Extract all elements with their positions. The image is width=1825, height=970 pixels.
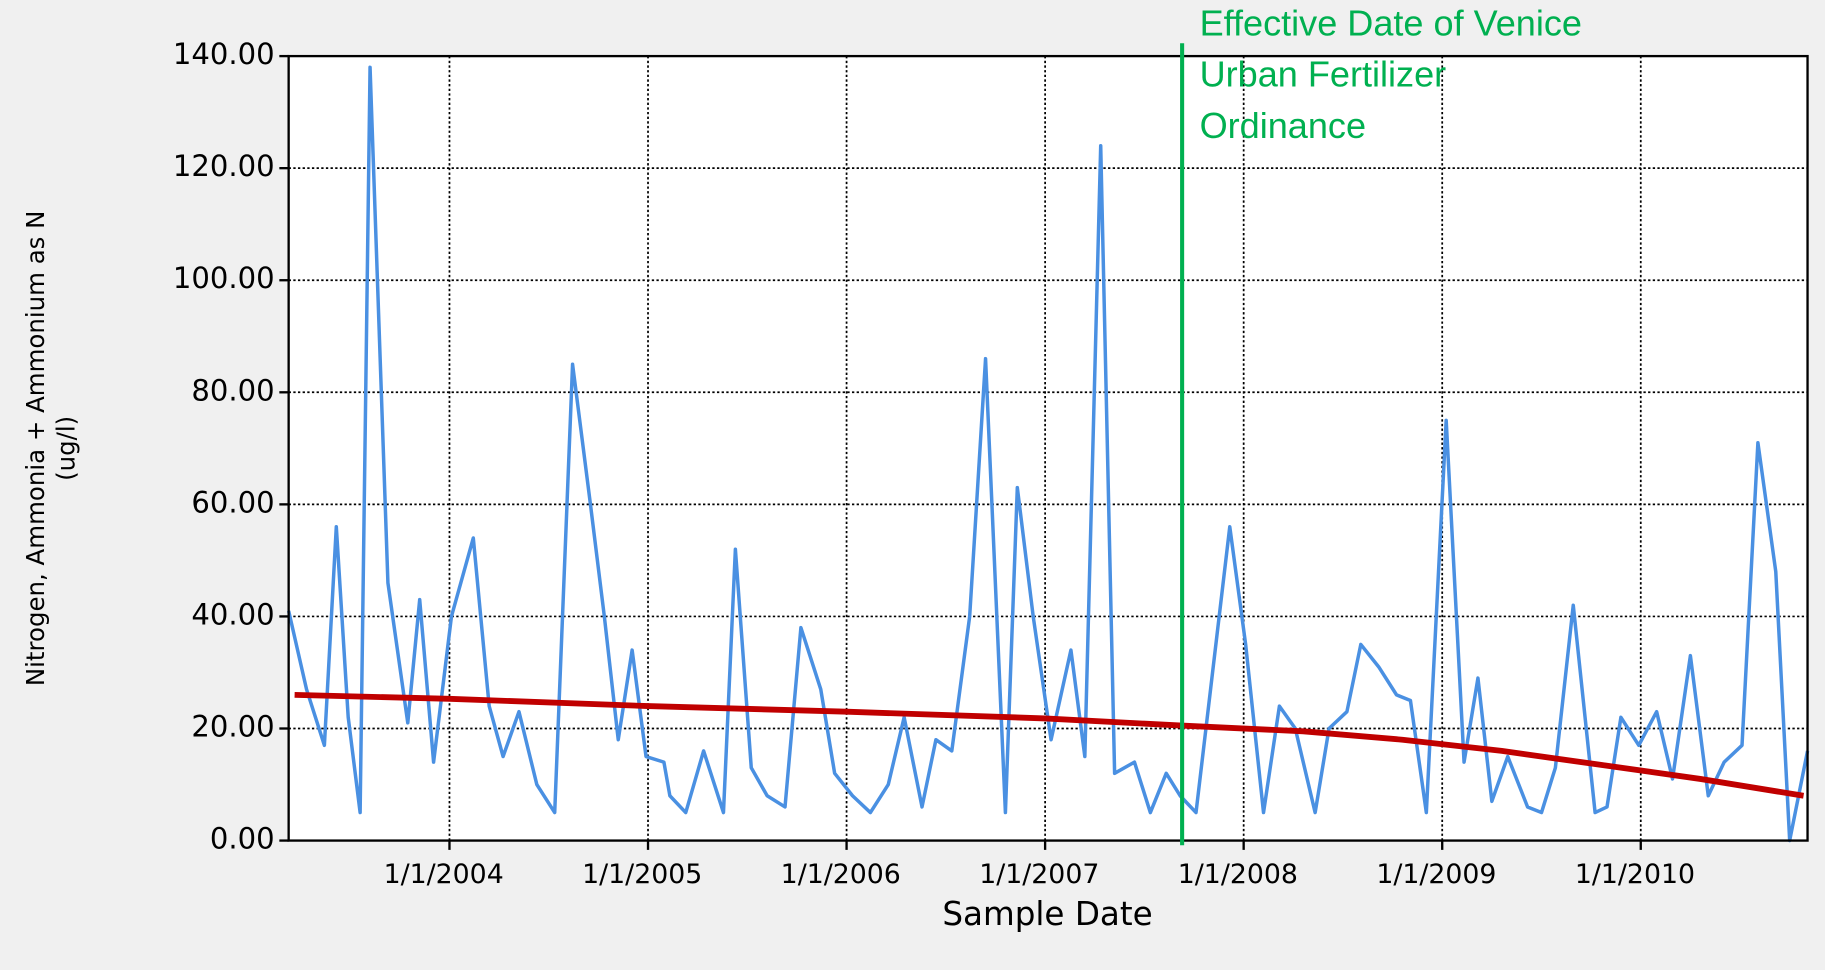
y-axis-title-line: (ug/l) — [52, 416, 81, 481]
y-tick-label: 100.00 — [173, 261, 275, 295]
x-tick-label: 1/1/2009 — [1376, 859, 1496, 890]
annotation-text: Ordinance — [1200, 105, 1366, 146]
plot-frame — [287, 54, 1809, 842]
x-tick-label: 1/1/2005 — [582, 859, 702, 890]
annotation-text: Urban Fertilizer — [1200, 54, 1447, 95]
x-tick-label: 1/1/2010 — [1575, 859, 1695, 890]
y-axis-title: Nitrogen, Ammonia + Ammonium as N (ug/l) — [21, 211, 80, 687]
x-tick-label: 1/1/2004 — [384, 859, 504, 890]
data-line — [286, 65, 1810, 843]
y-tick-label: 20.00 — [191, 710, 274, 744]
y-tick-label: 0.00 — [210, 822, 275, 856]
y-tick-label: 80.00 — [191, 373, 274, 407]
x-tick-label: 1/1/2006 — [781, 859, 901, 890]
data-line — [294, 691, 1805, 799]
y-tick-label: 40.00 — [191, 597, 274, 631]
y-axis-title-line: Nitrogen, Ammonia + Ammonium as N — [21, 211, 50, 687]
y-tick-label: 60.00 — [191, 485, 274, 519]
x-tick-label: 1/1/2007 — [979, 859, 1099, 890]
x-tick-label: 1/1/2008 — [1178, 859, 1298, 890]
annotation-text: Effective Date of Venice — [1200, 2, 1582, 43]
x-axis-title: Sample Date — [942, 895, 1152, 933]
y-tick-label: 140.00 — [173, 37, 275, 71]
y-tick-label: 120.00 — [173, 149, 275, 183]
